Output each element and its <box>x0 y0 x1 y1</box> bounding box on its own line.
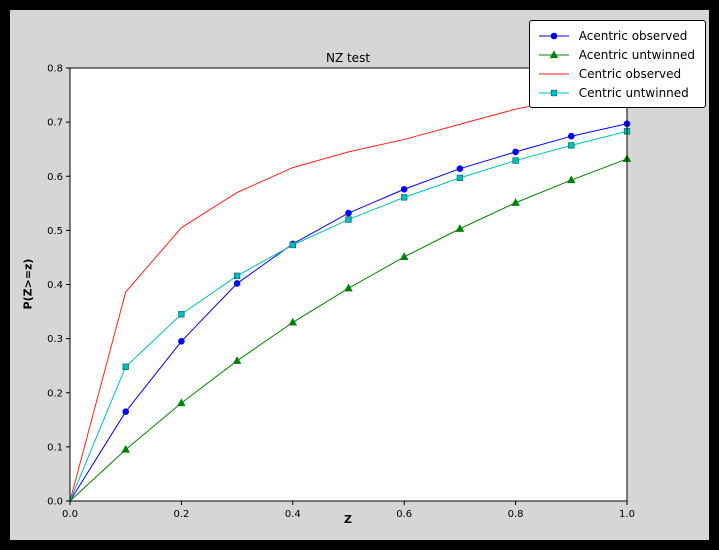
legend-sample-centric-untwinned <box>538 89 569 96</box>
legend-item-acentric-untwinned: Acentric untwinned <box>538 45 695 64</box>
x-tick-label: 0.8 <box>508 509 524 520</box>
legend-item-acentric-observed: Acentric observed <box>538 26 695 45</box>
marker-square <box>568 142 575 149</box>
figure: 0.0 0.2 0.4 0.6 0.8 1.0 0.0 0.1 0.2 0.3 0.4 0.5 0.6 0… <box>10 10 709 540</box>
y-tick-label: 0.5 <box>47 226 63 237</box>
x-tick-label: 0.2 <box>173 509 189 520</box>
marker-triangle <box>567 175 576 184</box>
marker-triangle <box>511 198 520 206</box>
marker-square <box>233 272 241 279</box>
x-tick-label: 1.0 <box>619 509 635 520</box>
legend-item-centric-untwinned: Centric untwinned <box>538 83 695 102</box>
y-tick-label: 0.7 <box>47 118 63 129</box>
marker-triangle <box>177 398 186 407</box>
marker-square <box>550 89 557 96</box>
legend-sample-acentric-observed <box>538 32 569 39</box>
marker-circle <box>568 132 575 140</box>
marker-circle <box>550 32 558 39</box>
marker-circle <box>233 280 241 287</box>
x-axis-label: Z <box>344 513 352 526</box>
marker-triangle <box>344 283 353 292</box>
y-tick-label: 0.4 <box>47 280 63 291</box>
marker-triangle <box>121 444 130 453</box>
marker-square <box>401 194 408 201</box>
x-tick-label: 0.6 <box>396 509 412 520</box>
y-tick-label: 0.1 <box>47 442 63 453</box>
legend-sample-centric-observed <box>538 73 569 74</box>
marker-triangle <box>232 356 242 364</box>
marker-circle <box>345 209 352 217</box>
y-tick-label: 0.8 <box>47 64 63 75</box>
marker-circle <box>400 185 408 193</box>
x-tick-label: 0.4 <box>285 509 301 520</box>
legend-label: Acentric observed <box>578 28 688 43</box>
legend-item-centric-observed: Centric observed <box>538 64 695 83</box>
marker-square <box>512 157 519 164</box>
legend-label: Acentric untwinned <box>578 47 695 62</box>
marker-square <box>345 216 352 223</box>
marker-square <box>178 311 185 318</box>
marker-triangle <box>549 49 558 58</box>
marker-square <box>122 363 129 370</box>
legend-sample-acentric-untwinned <box>538 49 569 58</box>
legend-label: Centric observed <box>578 66 682 81</box>
marker-square <box>456 174 464 182</box>
legend-label: Centric untwinned <box>578 85 689 100</box>
marker-square <box>289 241 296 249</box>
y-tick-label: 0.3 <box>47 334 63 345</box>
y-tick-label: 0.0 <box>47 497 63 508</box>
y-tick-label: 0.2 <box>47 388 63 399</box>
marker-triangle <box>455 224 465 232</box>
marker-circle <box>512 148 519 156</box>
marker-circle <box>178 338 185 345</box>
marker-triangle <box>288 317 298 326</box>
y-axis-label: P(Z>=z) <box>21 258 35 310</box>
chart-title: NZ test <box>325 51 371 65</box>
marker-circle <box>456 165 464 172</box>
series-acentric-untwinned <box>69 154 632 502</box>
x-tick-label: 0.0 <box>62 509 78 520</box>
plot-svg: 0.0 0.2 0.4 0.6 0.8 1.0 0.0 0.1 0.2 0.3 0.4 0.5 0.6 0… <box>47 64 635 521</box>
legend: Acentric observed Acentric untwinned Centr… <box>528 20 706 108</box>
marker-triangle <box>399 252 409 260</box>
y-tick-label: 0.6 <box>47 172 63 183</box>
marker-circle <box>122 408 129 415</box>
